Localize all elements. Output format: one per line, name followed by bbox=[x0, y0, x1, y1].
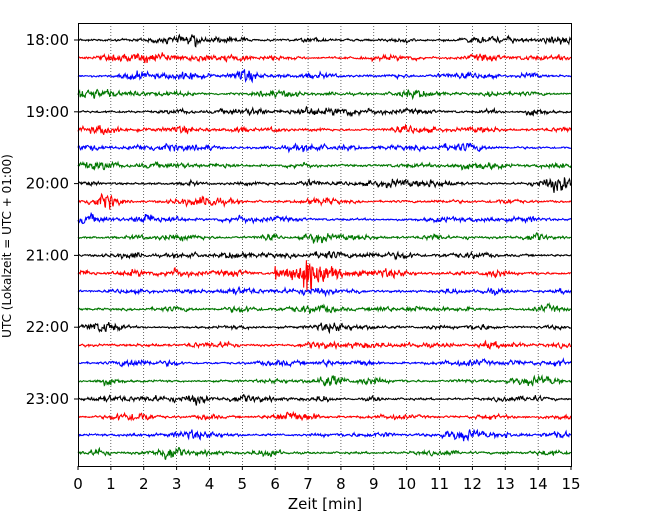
y-axis-label: UTC (Lokalzeit = UTC + 01:00) bbox=[0, 154, 14, 338]
x-tick-label: 3 bbox=[172, 475, 182, 493]
x-tick-label: 6 bbox=[270, 475, 280, 493]
trace-1930 bbox=[77, 142, 572, 154]
trace-2000 bbox=[77, 177, 572, 193]
trace-2345 bbox=[77, 446, 572, 461]
x-tick-label: 4 bbox=[205, 475, 215, 493]
x-tick-label: 12 bbox=[463, 475, 482, 493]
trace-1845 bbox=[77, 88, 572, 101]
x-tick-label: 5 bbox=[238, 475, 248, 493]
trace-1800 bbox=[77, 33, 572, 48]
x-tick-label: 10 bbox=[397, 475, 416, 493]
x-tick-label: 0 bbox=[73, 475, 83, 493]
y-tick-label: 19:00 bbox=[26, 103, 69, 121]
y-tick-label: 23:00 bbox=[26, 390, 69, 408]
trace-2215 bbox=[77, 339, 572, 351]
trace-2315 bbox=[77, 410, 572, 422]
trace-2200 bbox=[77, 322, 572, 335]
trace-2145 bbox=[77, 302, 572, 315]
y-tick-label: 22:00 bbox=[26, 318, 69, 336]
trace-2245 bbox=[77, 374, 572, 387]
y-axis: 18:00 19:00 20:00 21:00 22:00 23:00 bbox=[26, 31, 78, 408]
trace-2115 bbox=[77, 260, 572, 292]
trace-2030 bbox=[77, 211, 572, 225]
trace-1915 bbox=[77, 123, 572, 136]
trace-2045 bbox=[77, 232, 572, 244]
y-tick-label: 18:00 bbox=[26, 31, 69, 49]
x-axis-label: Zeit [min] bbox=[288, 495, 362, 513]
trace-2015 bbox=[77, 192, 572, 210]
trace-1945 bbox=[77, 160, 572, 171]
x-tick-label: 15 bbox=[561, 475, 580, 493]
x-tick-label: 14 bbox=[529, 475, 548, 493]
y-tick-label: 21:00 bbox=[26, 246, 69, 264]
trace-2230 bbox=[77, 357, 572, 368]
grid-lines bbox=[110, 23, 539, 466]
trace-2100 bbox=[77, 250, 572, 261]
y-tick-label: 20:00 bbox=[26, 175, 69, 193]
trace-1830 bbox=[77, 68, 572, 84]
trace-2300 bbox=[77, 394, 572, 406]
x-tick-label: 7 bbox=[303, 475, 313, 493]
trace-1900 bbox=[77, 105, 572, 117]
x-tick-label: 11 bbox=[430, 475, 449, 493]
trace-2330 bbox=[77, 428, 572, 442]
plot-frame bbox=[78, 23, 572, 467]
x-tick-label: 8 bbox=[336, 475, 346, 493]
trace-1815 bbox=[77, 52, 572, 64]
traces-group bbox=[77, 33, 572, 461]
x-axis: 0 1 2 3 4 5 6 7 8 9 10 11 12 13 14 15 bbox=[73, 466, 581, 493]
x-tick-label: 2 bbox=[139, 475, 149, 493]
x-tick-label: 9 bbox=[369, 475, 379, 493]
x-tick-label: 1 bbox=[106, 475, 116, 493]
trace-2130 bbox=[77, 285, 572, 298]
x-tick-label: 13 bbox=[496, 475, 515, 493]
